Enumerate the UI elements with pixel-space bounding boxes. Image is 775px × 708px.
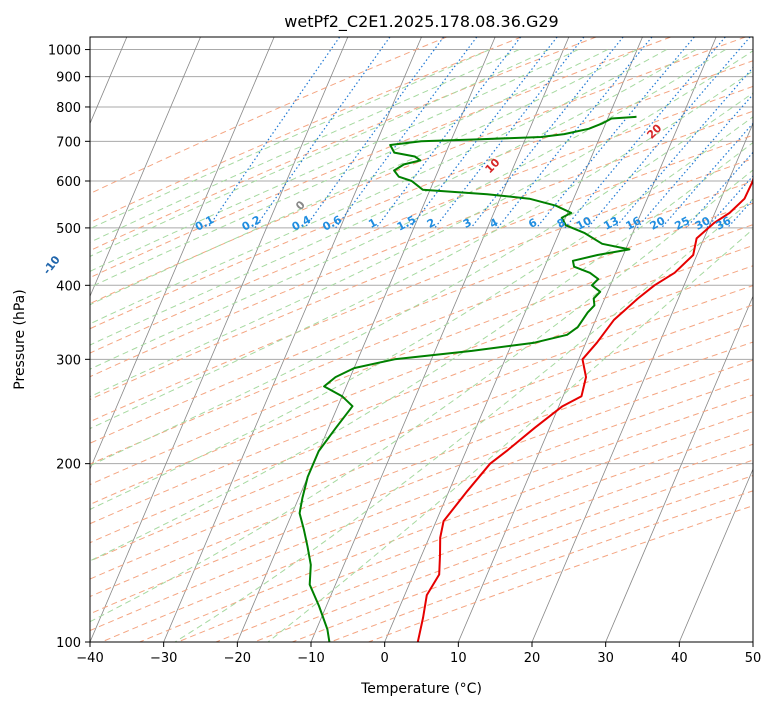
isotherm-line — [90, 37, 349, 642]
moist-adiabat-line — [90, 70, 753, 430]
mixing-ratio-line — [536, 37, 695, 229]
y-tick-label: 100 — [56, 636, 81, 651]
dry-adiabat-line — [254, 459, 753, 642]
dry-adiabat-line — [90, 180, 753, 444]
dry-adiabat-line — [292, 475, 753, 642]
x-tick-label: 50 — [745, 651, 762, 666]
mixing-ratio-label: 36 — [714, 214, 734, 233]
mixing-ratio-line — [375, 37, 522, 229]
isotherm-line — [457, 37, 717, 642]
y-tick-label: 600 — [56, 175, 81, 190]
background-lines — [90, 37, 753, 642]
temperature-profile-line — [416, 176, 753, 642]
axes: −40 −30 −20 −10 0 10 20 30 40 50 100 200 300 400 500 60… — [48, 44, 761, 666]
dry-adiabat-line — [90, 85, 753, 354]
dry-adiabat-line — [90, 37, 746, 305]
mixing-ratio-line — [434, 37, 585, 229]
x-tick-label: 40 — [671, 651, 688, 666]
isotherm-line — [605, 295, 753, 642]
y-tick-label: 200 — [56, 458, 81, 473]
moist-adiabat-line — [90, 49, 726, 370]
skew-labels: 0.10.20.40.611.52346810131620253036-100-… — [40, 91, 775, 277]
y-tick-label: 700 — [56, 135, 81, 150]
mixing-ratio-label: 10 — [574, 214, 594, 233]
mixing-ratio-line — [660, 122, 753, 229]
dry-adiabat-line — [101, 394, 753, 642]
moist-adiabat-line — [90, 169, 753, 623]
x-tick-label: 0 — [381, 651, 389, 666]
y-tick-label: 800 — [56, 101, 81, 116]
mixing-ratio-line — [497, 37, 653, 229]
moist-adiabat-line — [90, 92, 753, 467]
y-axis-label: Pressure (hPa) — [12, 289, 28, 389]
mixing-ratio-line — [304, 37, 445, 229]
dry-adiabat-line — [177, 427, 753, 642]
x-tick-label: −30 — [150, 651, 177, 666]
mixing-ratio-line — [470, 37, 624, 229]
x-tick-label: −40 — [76, 651, 103, 666]
dry-adiabat-line — [90, 37, 522, 224]
plot-frame — [89, 36, 754, 643]
isotherm-line — [163, 37, 422, 642]
moist-adiabat-line — [90, 49, 697, 346]
moist-adiabat-line — [90, 141, 753, 562]
isotherm-line — [236, 37, 496, 642]
x-tick-label: 30 — [597, 651, 614, 666]
moist-adiabat-line — [90, 116, 753, 510]
dry-adiabat-line — [90, 37, 447, 195]
dry-adiabat-line — [90, 134, 753, 401]
dry-adiabat-line — [90, 37, 597, 252]
mixing-ratio-line — [254, 37, 391, 229]
y-tick-label: 500 — [56, 222, 81, 237]
mixing-ratio-label: 16 — [624, 214, 644, 233]
series-layer — [298, 115, 753, 642]
dry-adiabat-line — [90, 60, 753, 330]
moist-adiabat-line — [90, 49, 549, 257]
moist-adiabat-line — [90, 49, 520, 243]
x-axis-label: Temperature (°C) — [360, 681, 482, 697]
y-tick-label: 300 — [56, 353, 81, 368]
isotherm-line — [90, 37, 201, 298]
mixing-ratio-line — [207, 37, 341, 229]
dewpoint-profile-line — [298, 115, 637, 642]
x-tick-label: −20 — [224, 651, 251, 666]
mixing-ratio-line — [587, 37, 751, 229]
x-tick-label: 10 — [450, 651, 467, 666]
moist-adiabat-line — [90, 50, 753, 398]
y-tick-label: 1000 — [48, 44, 81, 59]
dry-adiabat-line — [90, 110, 753, 378]
x-tick-label: 20 — [524, 651, 541, 666]
chart-title: wetPf2_C2E1.2025.178.08.36.G29 — [284, 12, 558, 32]
dry-adiabat-line — [90, 341, 753, 598]
mixing-ratio-label: 13 — [601, 214, 621, 233]
dry-adiabat-line — [215, 443, 753, 642]
moist-adiabat-line — [267, 228, 753, 642]
dry-adiabat-line — [90, 224, 753, 486]
y-tick-label: 900 — [56, 71, 81, 86]
moist-adiabat-line — [90, 49, 638, 306]
mixing-ratio-label: 25 — [672, 214, 692, 233]
mixing-ratio-line — [409, 37, 558, 229]
dry-adiabat-line — [90, 323, 753, 580]
moist-adiabat-line — [90, 49, 608, 288]
dry-adiabat-line — [90, 158, 753, 423]
dry-adiabat-line — [90, 244, 753, 505]
dry-adiabat-line — [90, 359, 753, 615]
mixing-ratio-line — [564, 37, 726, 229]
mixing-ratio-label: 20 — [648, 214, 668, 233]
dry-adiabat-line — [90, 202, 753, 465]
moist-adiabat-line — [90, 49, 490, 230]
isotherm-line — [90, 37, 275, 471]
isotherm-line — [384, 37, 643, 642]
mixing-ratio-label: 30 — [693, 214, 713, 233]
isotherm-line — [678, 468, 753, 642]
y-tick-label: 400 — [56, 279, 81, 294]
x-tick-label: −10 — [297, 651, 324, 666]
moist-adiabat-line — [90, 49, 579, 272]
dry-adiabat-line — [90, 304, 753, 562]
